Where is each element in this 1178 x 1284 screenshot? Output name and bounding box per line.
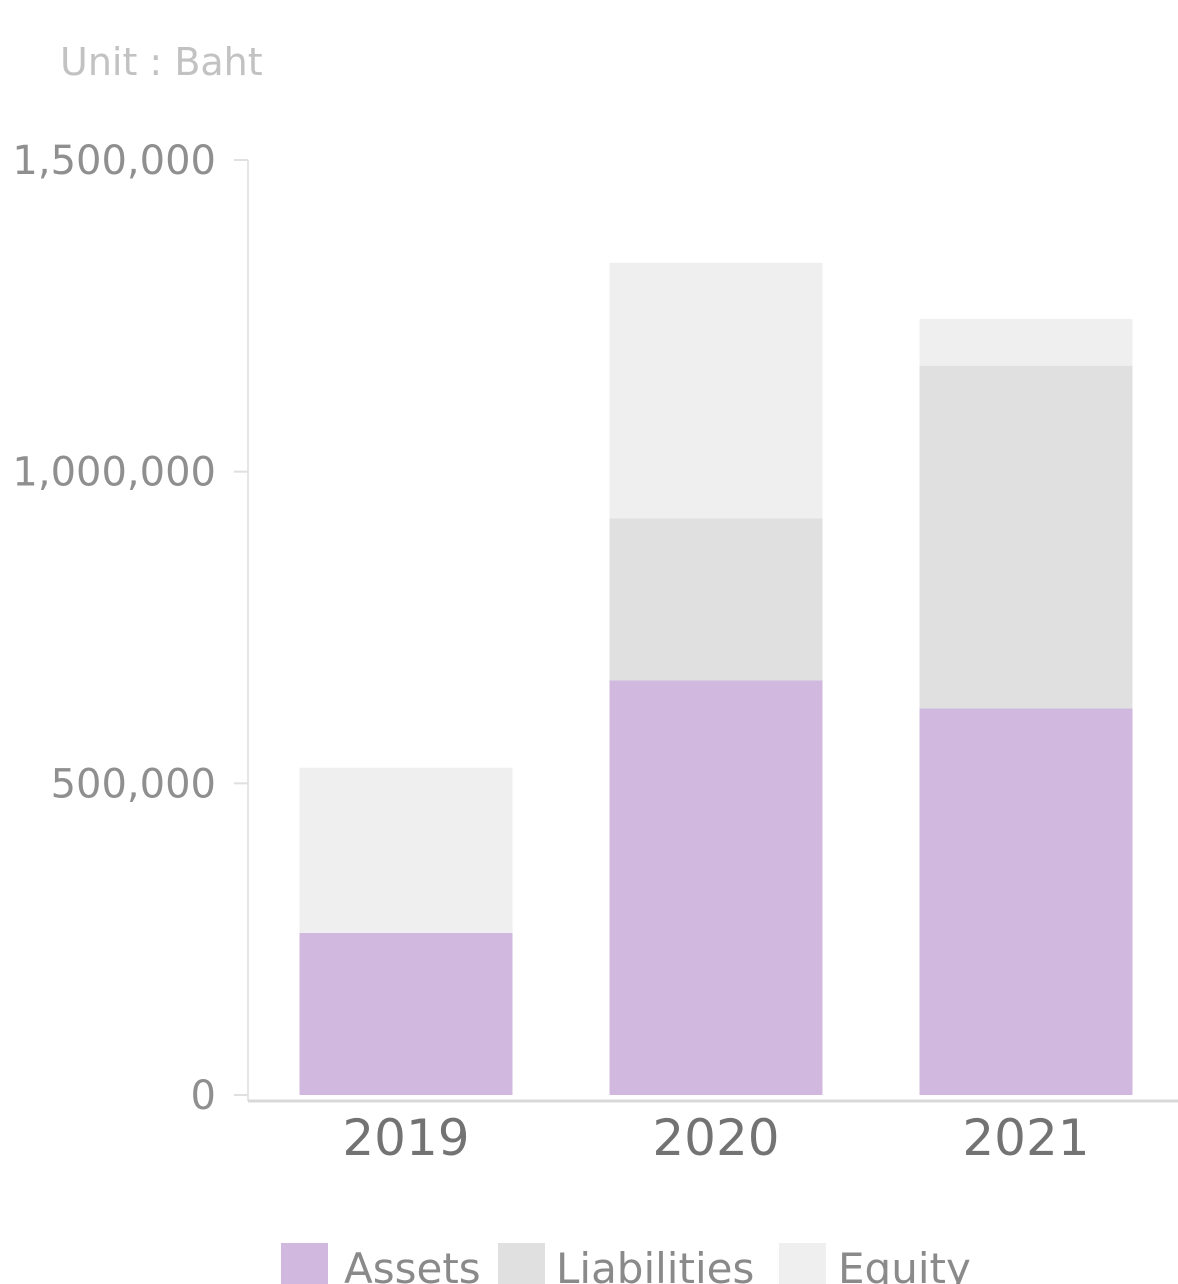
- bar-equity-2021: [919, 318, 1133, 366]
- axes: [247, 160, 1178, 1103]
- legend-swatch-assets: [281, 1243, 328, 1284]
- legend-swatch-equity: [779, 1243, 826, 1284]
- legend-swatch-liabilities: [498, 1243, 545, 1284]
- bar-assets-2020: [609, 680, 823, 1095]
- unit-label: Unit : Baht: [60, 40, 263, 84]
- bar-equity-2019: [299, 767, 513, 933]
- x-tick-label: 2020: [652, 1109, 779, 1167]
- bar-equity-2020: [609, 262, 823, 519]
- bar-liabilities-2020: [609, 518, 823, 681]
- x-tick-label: 2021: [962, 1109, 1089, 1167]
- legend-label-assets: Assets: [344, 1244, 481, 1284]
- bar-assets-2021: [919, 708, 1133, 1095]
- y-tick-label: 1,000,000: [12, 450, 216, 496]
- y-tick-label: 0: [191, 1073, 216, 1119]
- x-axis-ticks: 2019 2020 2021: [342, 1109, 1089, 1167]
- bar-assets-2019: [299, 932, 513, 1095]
- x-tick-label: 2019: [342, 1109, 469, 1167]
- legend: Assets Liabilities Equity: [281, 1243, 971, 1284]
- y-axis-ticks: 0 500,000 1,000,000 1,500,000: [12, 138, 248, 1119]
- bars: [299, 262, 1133, 1095]
- y-tick-label: 1,500,000: [12, 138, 216, 184]
- legend-label-equity: Equity: [838, 1244, 971, 1284]
- y-tick-label: 500,000: [51, 761, 216, 807]
- legend-label-liabilities: Liabilities: [556, 1244, 754, 1284]
- bar-liabilities-2021: [919, 365, 1133, 709]
